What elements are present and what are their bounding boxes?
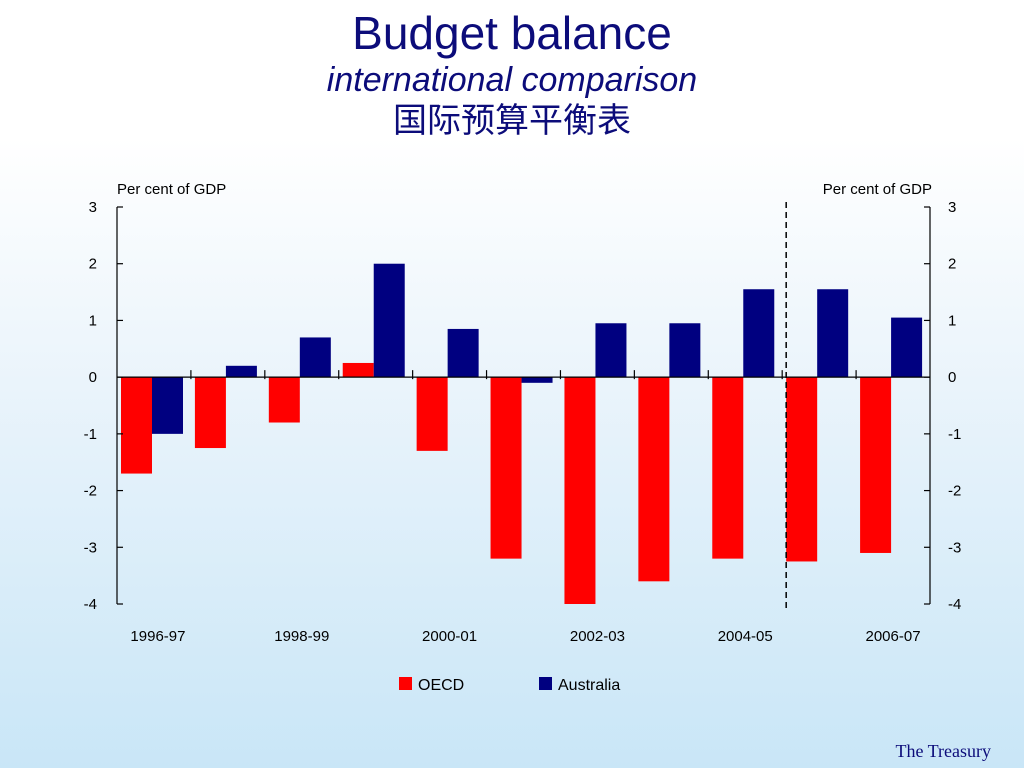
bar-australia-2000-01	[447, 328, 479, 378]
legend-label-australia: Australia	[558, 677, 620, 694]
bars-group	[121, 263, 923, 604]
bar-australia-1999-00	[373, 263, 405, 378]
left-tick-label-0: 0	[89, 369, 97, 386]
left-tick-label-2: 2	[89, 256, 97, 273]
left-tick-label--4: -4	[84, 596, 97, 613]
right-tick-label--2: -2	[948, 483, 961, 500]
bar-oecd-2004-05	[712, 377, 744, 559]
legend-swatch-australia	[539, 677, 552, 690]
right-tick-label--1: -1	[948, 426, 961, 443]
bar-oecd-2002-03	[564, 377, 596, 604]
axes-group	[116, 202, 931, 612]
left-tick-label-1: 1	[89, 312, 97, 329]
bar-oecd-2000-01	[416, 377, 448, 451]
legend-label-oecd: OECD	[418, 677, 464, 694]
bar-australia-1996-97	[152, 377, 183, 434]
bar-oecd-1998-99	[268, 377, 300, 423]
bar-australia-1997-98	[225, 365, 257, 378]
bar-oecd-2005-06	[786, 377, 818, 562]
footer-treasury: The Treasury	[895, 741, 992, 761]
x-label-2000-01: 2000-01	[422, 628, 477, 645]
bar-oecd-1997-98	[194, 377, 226, 449]
x-label-1996-97: 1996-97	[130, 628, 185, 645]
left-tick-label--3: -3	[84, 539, 97, 556]
right-tick-label-2: 2	[948, 256, 956, 273]
x-label-2004-05: 2004-05	[718, 628, 773, 645]
legend: OECD Australia	[399, 677, 620, 694]
right-tick-label-3: 3	[948, 199, 956, 216]
bar-australia-1998-99	[299, 337, 331, 378]
right-tick-label--4: -4	[948, 596, 961, 613]
bar-oecd-2003-04	[638, 377, 670, 582]
right-tick-label-1: 1	[948, 312, 956, 329]
bar-oecd-2001-02	[490, 377, 522, 559]
bar-australia-2003-04	[669, 323, 701, 378]
bar-australia-2005-06	[817, 289, 849, 378]
slide-title: Budget balance	[352, 7, 672, 59]
bar-oecd-2006-07	[860, 377, 892, 553]
right-tick-label--3: -3	[948, 539, 961, 556]
slide-subtitle: international comparison	[326, 61, 698, 99]
title-block: Budget balance international comparison …	[0, 6, 1024, 142]
x-label-1998-99: 1998-99	[274, 628, 329, 645]
bar-australia-2002-03	[595, 323, 627, 378]
bar-australia-2001-02	[521, 377, 553, 383]
bar-oecd-1996-97	[121, 377, 152, 474]
left-tick-label-3: 3	[89, 199, 97, 216]
bar-australia-2004-05	[743, 289, 775, 378]
x-label-2006-07: 2006-07	[866, 628, 921, 645]
right-tick-label-0: 0	[948, 369, 956, 386]
right-axis-title: Per cent of GDP	[823, 181, 932, 198]
slide-subtitle-chinese: 国际预算平衡表	[393, 101, 631, 141]
legend-swatch-oecd	[399, 677, 412, 690]
bar-oecd-1999-00	[342, 362, 374, 378]
labels-group: 3 3 2 2 1 1 0 0 -1 -1 -2 -2 -3 -3 -4 -4 1996-97 1998-99 20…	[84, 181, 962, 645]
left-tick-label--1: -1	[84, 426, 97, 443]
x-label-2002-03: 2002-03	[570, 628, 625, 645]
bar-australia-2006-07	[891, 317, 923, 378]
left-tick-label--2: -2	[84, 483, 97, 500]
left-axis-title: Per cent of GDP	[117, 181, 226, 198]
